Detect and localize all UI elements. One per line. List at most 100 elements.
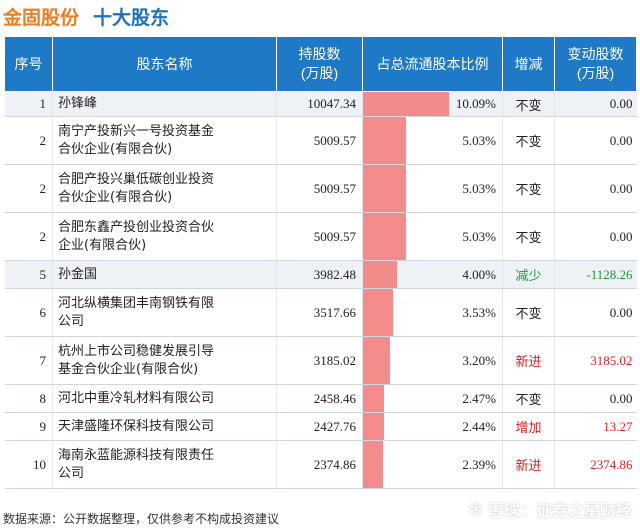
change-shares-value: 13.27 xyxy=(554,412,637,441)
shareholder-name-line1: 合肥东鑫产投创业投资合伙 xyxy=(58,219,215,235)
holding-value: 3517.66 xyxy=(276,288,363,337)
row-index: 8 xyxy=(4,384,53,413)
row-index: 2 xyxy=(4,116,53,165)
shareholder-name: 海南永蓝能源科技有限责任 公司 xyxy=(52,440,277,489)
page-subtitle: 十大股东 xyxy=(93,8,170,29)
table-row: 6 河北纵横集团丰南钢铁有限 公司 3517.66 3.53% 不变 0.00 xyxy=(4,288,637,337)
change-shares-value: 0.00 xyxy=(554,288,637,337)
ratio-cell: 10.09% xyxy=(362,91,503,117)
shareholder-name-line1: 海南永蓝能源科技有限责任 xyxy=(58,447,215,463)
change-shares-value: 0.00 xyxy=(554,212,637,261)
change-shares-value: 2374.86 xyxy=(554,440,637,489)
shareholder-name: 孙锋峰 xyxy=(52,91,277,117)
holding-value: 2427.76 xyxy=(276,412,363,441)
table-body: 1 孙锋峰 10047.34 10.09% 不变 0.00 2 南宁产投新兴一号投资基金 合伙企… xyxy=(4,91,637,489)
shareholder-name-line1: 合肥产投兴巢低碳创业投资 xyxy=(58,171,215,187)
shareholder-name-line1: 天津盛隆环保科技有限公司 xyxy=(58,418,215,434)
row-index: 6 xyxy=(4,288,53,337)
shareholder-name-line2: 公司 xyxy=(58,465,85,481)
change-status: 不变 xyxy=(502,91,555,117)
ratio-value: 3.20% xyxy=(462,352,496,368)
table-row: 10 海南永蓝能源科技有限责任 公司 2374.86 2.39% 新进 2374.86 xyxy=(4,440,637,489)
table-row: 8 河北中重冷轧材料有限公司 2458.46 2.47% 不变 0.00 xyxy=(4,384,637,413)
ratio-cell: 3.20% xyxy=(362,336,503,385)
ratio-bar xyxy=(363,441,384,488)
change-status: 不变 xyxy=(502,288,555,337)
ratio-cell: 2.39% xyxy=(362,440,503,489)
holding-value: 2374.86 xyxy=(276,440,363,489)
holding-value: 2458.46 xyxy=(276,384,363,413)
change-shares-value: 0.00 xyxy=(554,164,637,213)
change-shares-value: -1128.26 xyxy=(554,260,637,289)
shareholder-name: 合肥产投兴巢低碳创业投资 合伙企业(有限合伙) xyxy=(52,164,277,213)
table-row: 2 合肥产投兴巢低碳创业投资 合伙企业(有限合伙) 5009.57 5.03% 不变 0.0… xyxy=(4,164,637,213)
change-status: 新进 xyxy=(502,336,555,385)
shareholder-name-line1: 孙锋峰 xyxy=(58,96,98,111)
ratio-value: 5.03% xyxy=(462,228,496,244)
change-status: 不变 xyxy=(502,212,555,261)
shareholder-name-line1: 杭州上市公司稳健发展引导 xyxy=(58,343,215,359)
shareholder-name-line2: 合伙企业(有限合伙) xyxy=(58,141,173,157)
change-status: 不变 xyxy=(502,384,555,413)
ratio-value: 4.00% xyxy=(462,266,496,282)
ratio-bar xyxy=(363,337,391,384)
ratio-cell: 2.44% xyxy=(362,412,503,441)
table-row: 9 天津盛隆环保科技有限公司 2427.76 2.44% 增加 13.27 xyxy=(4,412,637,441)
ratio-bar xyxy=(363,92,450,116)
holding-value: 5009.57 xyxy=(276,116,363,165)
header-change-shares: 变动股数 (万股) xyxy=(554,36,637,92)
shareholder-name-line1: 河北纵横集团丰南钢铁有限 xyxy=(58,295,215,311)
shareholder-name-line1: 孙金国 xyxy=(58,266,98,282)
holding-value: 5009.57 xyxy=(276,164,363,213)
shareholders-table: 序号 股东名称 持股数 (万股) 占总流通股本比例 增减 变动股数 (万股) 1… xyxy=(4,36,637,489)
row-index: 1 xyxy=(4,91,53,117)
row-index: 7 xyxy=(4,336,53,385)
shareholder-name: 孙金国 xyxy=(52,260,277,289)
ratio-bar xyxy=(363,117,406,164)
ratio-cell: 3.53% xyxy=(362,288,503,337)
change-status: 增加 xyxy=(502,412,555,441)
snowball-icon: ❄ xyxy=(467,497,484,521)
ratio-cell: 5.03% xyxy=(362,164,503,213)
ratio-value: 2.47% xyxy=(462,390,496,406)
row-index: 10 xyxy=(4,440,53,489)
holding-value: 3185.02 xyxy=(276,336,363,385)
ratio-value: 2.44% xyxy=(462,418,496,434)
ratio-cell: 2.47% xyxy=(362,384,503,413)
shareholder-name: 河北中重冷轧材料有限公司 xyxy=(52,384,277,413)
brand-watermark: ❄ 雪球：证券之星财经 xyxy=(467,497,632,521)
header-idx: 序号 xyxy=(4,36,53,92)
header-change-shares-line1: 变动股数 xyxy=(567,46,624,62)
brand-label: 雪球：证券之星财经 xyxy=(487,501,632,520)
shareholder-name-line2: 公司 xyxy=(58,313,85,329)
shareholder-name: 天津盛隆环保科技有限公司 xyxy=(52,412,277,441)
shareholder-name-line2: 基金合伙企业(有限合伙) xyxy=(58,361,199,377)
header-holding: 持股数 (万股) xyxy=(276,36,363,92)
ratio-cell: 5.03% xyxy=(362,116,503,165)
table-row: 2 合肥东鑫产投创业投资合伙 企业(有限合伙) 5009.57 5.03% 不变 0.00 xyxy=(4,212,637,261)
ratio-value: 5.03% xyxy=(462,132,496,148)
shareholder-name-line2: 企业(有限合伙) xyxy=(58,237,147,253)
header-change: 增减 xyxy=(502,36,555,92)
title-bar: 金固股份 十大股东 xyxy=(0,0,640,36)
change-status: 新进 xyxy=(502,440,555,489)
change-shares-value: 0.00 xyxy=(554,91,637,117)
ratio-cell: 5.03% xyxy=(362,212,503,261)
shareholder-name-line2: 合伙企业(有限合伙) xyxy=(58,189,173,205)
ratio-value: 3.53% xyxy=(462,304,496,320)
shareholder-name-line1: 河北中重冷轧材料有限公司 xyxy=(58,390,215,406)
table-row: 5 孙金国 3982.48 4.00% 减少 -1128.26 xyxy=(4,260,637,289)
header-change-shares-line2: (万股) xyxy=(576,65,615,81)
header-holding-line1: 持股数 xyxy=(298,46,341,62)
ratio-value: 5.03% xyxy=(462,180,496,196)
ratio-value: 10.09% xyxy=(455,96,496,111)
shareholder-name: 南宁产投新兴一号投资基金 合伙企业(有限合伙) xyxy=(52,116,277,165)
row-index: 5 xyxy=(4,260,53,289)
ratio-bar xyxy=(363,213,406,260)
shareholder-name: 河北纵横集团丰南钢铁有限 公司 xyxy=(52,288,277,337)
change-shares-value: 0.00 xyxy=(554,116,637,165)
row-index: 9 xyxy=(4,412,53,441)
change-shares-value: 3185.02 xyxy=(554,336,637,385)
holding-value: 3982.48 xyxy=(276,260,363,289)
header-holding-line2: (万股) xyxy=(300,65,339,81)
